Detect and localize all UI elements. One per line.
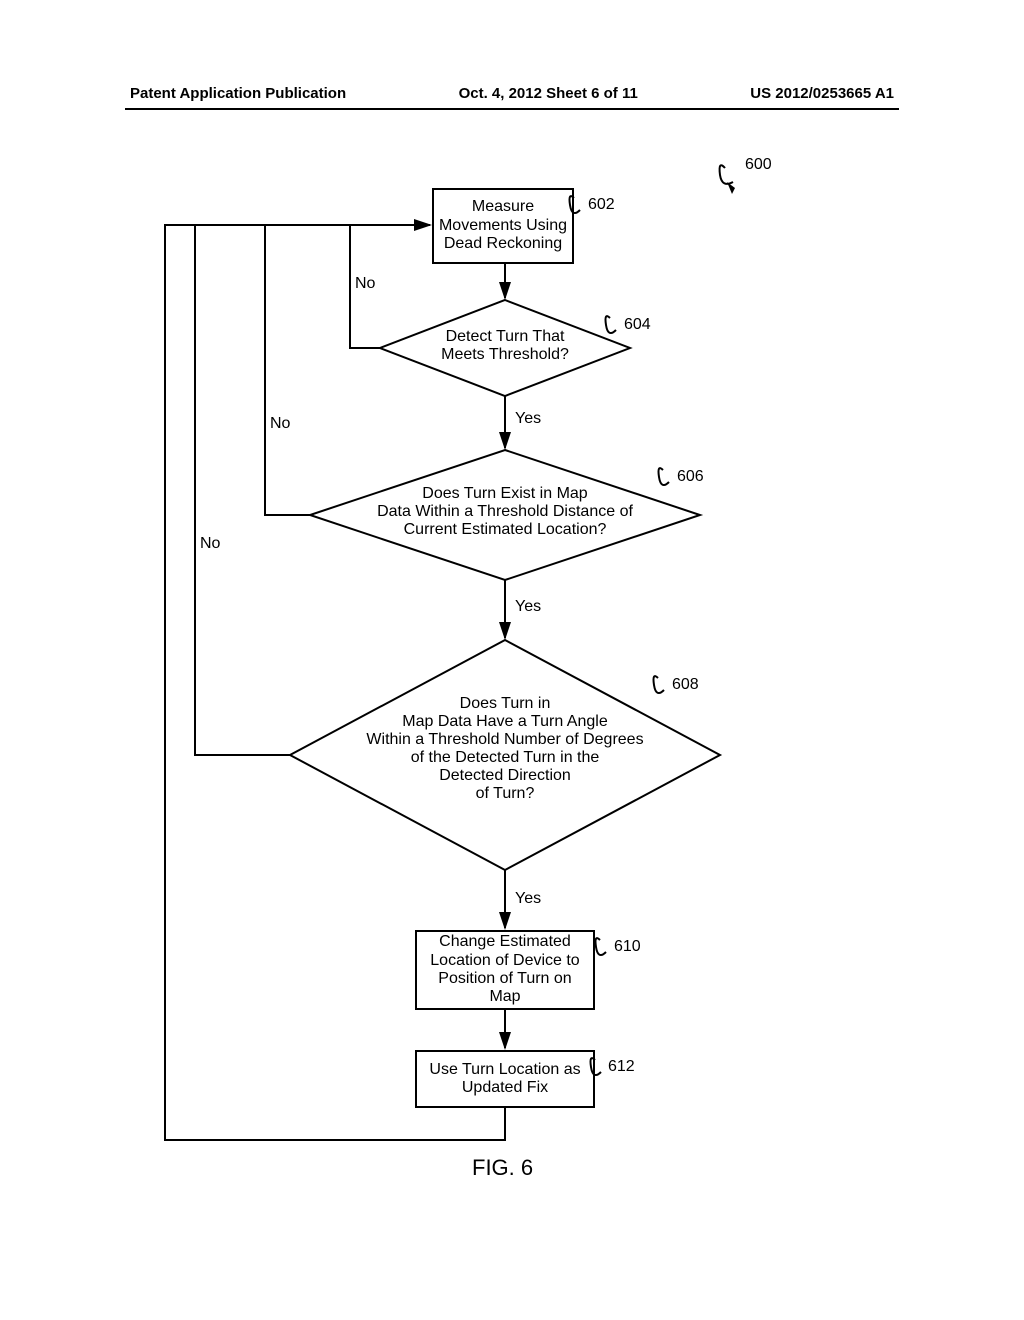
decision-608-text: Does Turn in Map Data Have a Turn Angle …: [350, 695, 660, 803]
ref-bracket-600: [720, 165, 733, 184]
yes-608: Yes: [515, 890, 541, 908]
ref-610: 610: [614, 938, 641, 956]
process-602-text: Measure Movements Using Dead Reckoning: [439, 198, 567, 253]
ref-bracket-608: [654, 676, 665, 693]
no-608: No: [200, 535, 220, 553]
no-606: No: [270, 415, 290, 433]
edge-606-no: [265, 225, 430, 515]
decision-606-text: Does Turn Exist in Map Data Within a Thr…: [355, 485, 655, 539]
process-610-text: Change Estimated Location of Device to P…: [421, 933, 589, 1007]
figure-label: FIG. 6: [472, 1155, 533, 1181]
header-left: Patent Application Publication: [130, 85, 346, 102]
ref-602: 602: [588, 196, 615, 214]
ref-bracket-606: [659, 468, 670, 485]
process-610: Change Estimated Location of Device to P…: [415, 930, 595, 1010]
process-602: Measure Movements Using Dead Reckoning: [432, 188, 574, 264]
edge-608-no: [195, 225, 290, 755]
no-604: No: [355, 275, 375, 293]
page-header: Patent Application Publication Oct. 4, 2…: [0, 85, 1024, 102]
ref-bracket-604: [606, 316, 617, 333]
header-center: Oct. 4, 2012 Sheet 6 of 11: [459, 85, 638, 102]
header-right: US 2012/0253665 A1: [750, 85, 894, 102]
header-divider: [125, 108, 899, 110]
process-612: Use Turn Location as Updated Fix: [415, 1050, 595, 1108]
decision-604-text: Detect Turn That Meets Threshold?: [410, 328, 600, 364]
ref-612: 612: [608, 1058, 635, 1076]
yes-606: Yes: [515, 598, 541, 616]
process-612-text: Use Turn Location as Updated Fix: [429, 1061, 580, 1098]
yes-604: Yes: [515, 410, 541, 428]
ref-600: 600: [745, 156, 772, 174]
ref-604: 604: [624, 316, 651, 334]
ref-606: 606: [677, 468, 704, 486]
flowchart-diagram: Measure Movements Using Dead Reckoning C…: [0, 140, 1024, 1290]
ref-bracket-610: [596, 938, 607, 955]
ref-608: 608: [672, 676, 699, 694]
